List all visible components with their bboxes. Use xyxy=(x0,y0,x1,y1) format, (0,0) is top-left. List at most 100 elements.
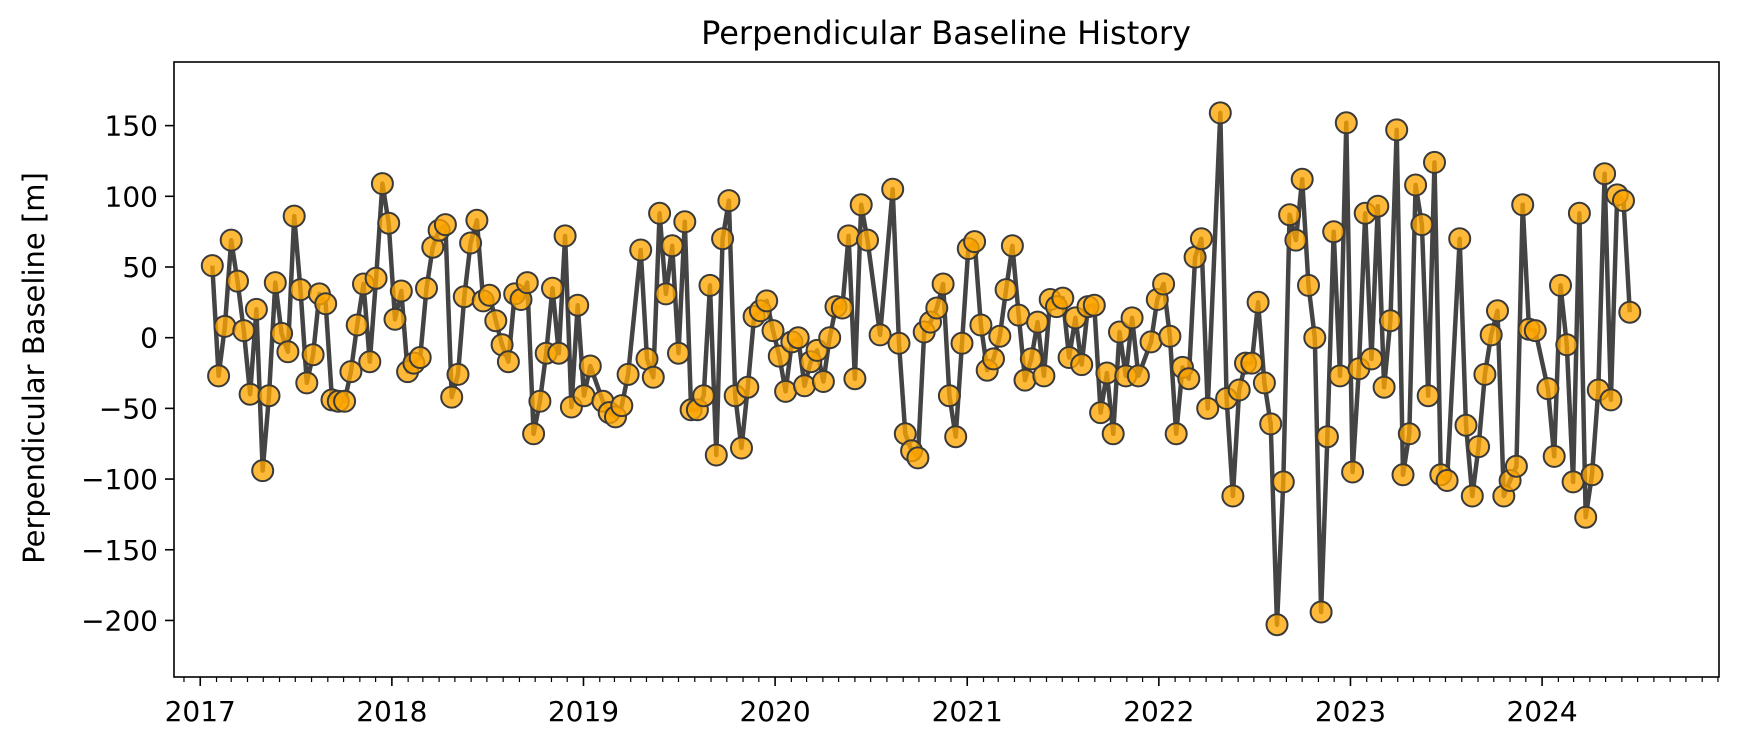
data-point xyxy=(1315,425,1339,449)
data-point xyxy=(1567,201,1591,225)
data-point xyxy=(515,271,539,295)
chart-title: Perpendicular Baseline History xyxy=(701,14,1191,52)
data-point xyxy=(1227,378,1251,402)
data-point xyxy=(1120,306,1144,330)
data-point xyxy=(1259,412,1283,436)
data-point xyxy=(610,394,634,418)
data-point xyxy=(856,228,879,252)
data-point xyxy=(572,384,596,408)
data-point xyxy=(452,285,476,309)
data-point xyxy=(761,319,785,343)
y-tick-label: −150 xyxy=(81,534,158,567)
data-point xyxy=(1448,227,1472,251)
data-point xyxy=(276,340,300,364)
y-tick-label: −100 xyxy=(81,463,158,496)
data-point xyxy=(648,201,672,225)
data-point xyxy=(1341,460,1365,484)
data-point xyxy=(1511,193,1535,217)
data-point xyxy=(1189,227,1213,251)
y-tick-label: 150 xyxy=(105,110,158,143)
y-tick-label: −200 xyxy=(81,604,158,637)
data-point xyxy=(1486,299,1509,323)
data-point xyxy=(944,425,968,449)
data-point xyxy=(1328,364,1352,388)
data-point xyxy=(1297,273,1320,297)
data-point xyxy=(1303,326,1327,350)
data-point xyxy=(232,319,256,343)
data-point xyxy=(811,370,835,393)
data-point xyxy=(1309,600,1333,624)
data-point xyxy=(1549,273,1572,297)
data-point xyxy=(553,224,577,248)
data-point xyxy=(1536,377,1560,401)
data-point xyxy=(1290,167,1314,191)
data-point xyxy=(251,459,275,483)
data-point xyxy=(289,278,312,302)
data-point xyxy=(301,343,325,367)
data-point xyxy=(1019,347,1043,371)
x-tick-label: 2018 xyxy=(356,695,427,728)
data-point xyxy=(1366,194,1390,218)
data-point xyxy=(1372,375,1396,399)
data-point xyxy=(358,350,382,374)
data-point xyxy=(1196,396,1220,420)
data-point xyxy=(937,384,961,408)
data-point xyxy=(1599,388,1623,412)
data-point xyxy=(1580,463,1604,487)
data-point xyxy=(994,278,1018,302)
data-point xyxy=(433,213,457,237)
data-point xyxy=(629,238,653,262)
data-point xyxy=(774,379,798,403)
data-point xyxy=(263,271,287,295)
data-point xyxy=(818,326,842,350)
data-point xyxy=(988,324,1012,348)
data-point xyxy=(1561,470,1585,494)
data-point xyxy=(578,354,602,378)
data-point xyxy=(1278,203,1302,227)
data-point xyxy=(969,313,993,337)
data-point xyxy=(660,234,684,258)
data-point xyxy=(389,279,413,303)
data-point xyxy=(1385,118,1409,142)
data-point xyxy=(1378,309,1402,333)
data-point xyxy=(1523,319,1547,343)
data-point xyxy=(736,375,760,399)
data-point xyxy=(1612,189,1635,213)
data-point xyxy=(282,204,306,228)
data-point xyxy=(1252,371,1276,395)
data-point xyxy=(730,436,753,460)
data-point xyxy=(1410,213,1434,237)
data-point xyxy=(295,371,319,395)
data-point xyxy=(641,365,665,389)
data-point xyxy=(1618,300,1642,324)
data-point xyxy=(1416,384,1440,408)
data-point xyxy=(692,384,716,408)
x-tick-label: 2022 xyxy=(1123,695,1194,728)
data-point xyxy=(1473,362,1497,386)
y-tick-label: 50 xyxy=(122,251,158,284)
y-axis-label: Perpendicular Baseline [m] xyxy=(17,172,51,564)
data-point xyxy=(1360,347,1383,371)
x-tick-label: 2017 xyxy=(165,695,236,728)
data-point xyxy=(982,347,1005,371)
data-point xyxy=(1013,368,1037,392)
data-point xyxy=(1504,454,1528,478)
data-point xyxy=(415,276,438,300)
data-point xyxy=(446,362,470,386)
data-point xyxy=(1007,303,1031,327)
data-point xyxy=(950,331,974,355)
data-point xyxy=(1208,101,1232,125)
data-point xyxy=(244,297,268,321)
data-point xyxy=(1108,320,1131,344)
data-point xyxy=(1240,351,1264,375)
data-point xyxy=(1221,484,1245,508)
plot-area xyxy=(200,101,1642,637)
data-point xyxy=(1082,293,1106,317)
data-point xyxy=(1026,310,1050,334)
data-point xyxy=(496,350,520,374)
x-tick-label: 2019 xyxy=(548,695,619,728)
data-point xyxy=(755,289,779,313)
data-point xyxy=(478,283,501,307)
data-point xyxy=(383,307,407,331)
